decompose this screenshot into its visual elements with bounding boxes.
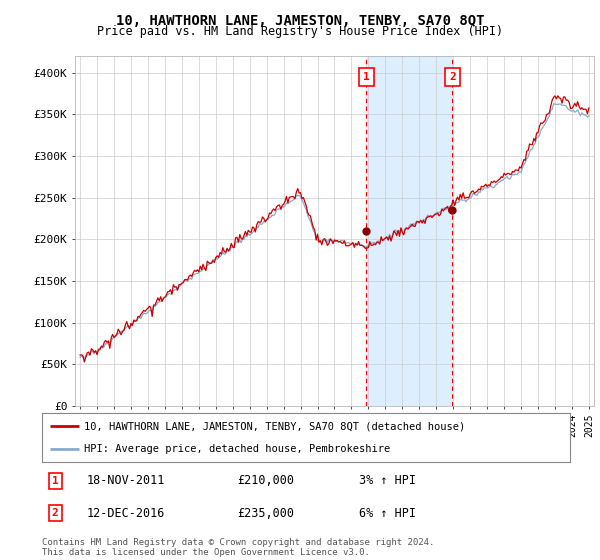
Text: 10, HAWTHORN LANE, JAMESTON, TENBY, SA70 8QT (detached house): 10, HAWTHORN LANE, JAMESTON, TENBY, SA70… <box>84 421 466 431</box>
Text: Contains HM Land Registry data © Crown copyright and database right 2024.
This d: Contains HM Land Registry data © Crown c… <box>42 538 434 557</box>
Text: 1: 1 <box>52 476 59 486</box>
Bar <box>367 56 452 406</box>
Text: 3% ↑ HPI: 3% ↑ HPI <box>359 474 416 487</box>
Text: 2: 2 <box>449 72 456 82</box>
Text: 1: 1 <box>363 72 370 82</box>
Text: 18-NOV-2011: 18-NOV-2011 <box>87 474 165 487</box>
Text: HPI: Average price, detached house, Pembrokeshire: HPI: Average price, detached house, Pemb… <box>84 444 391 454</box>
Text: Price paid vs. HM Land Registry's House Price Index (HPI): Price paid vs. HM Land Registry's House … <box>97 25 503 38</box>
Text: 12-DEC-2016: 12-DEC-2016 <box>87 507 165 520</box>
Text: £235,000: £235,000 <box>238 507 295 520</box>
Text: 6% ↑ HPI: 6% ↑ HPI <box>359 507 416 520</box>
Text: £210,000: £210,000 <box>238 474 295 487</box>
Text: 2: 2 <box>52 508 59 518</box>
Text: 10, HAWTHORN LANE, JAMESTON, TENBY, SA70 8QT: 10, HAWTHORN LANE, JAMESTON, TENBY, SA70… <box>116 14 484 28</box>
